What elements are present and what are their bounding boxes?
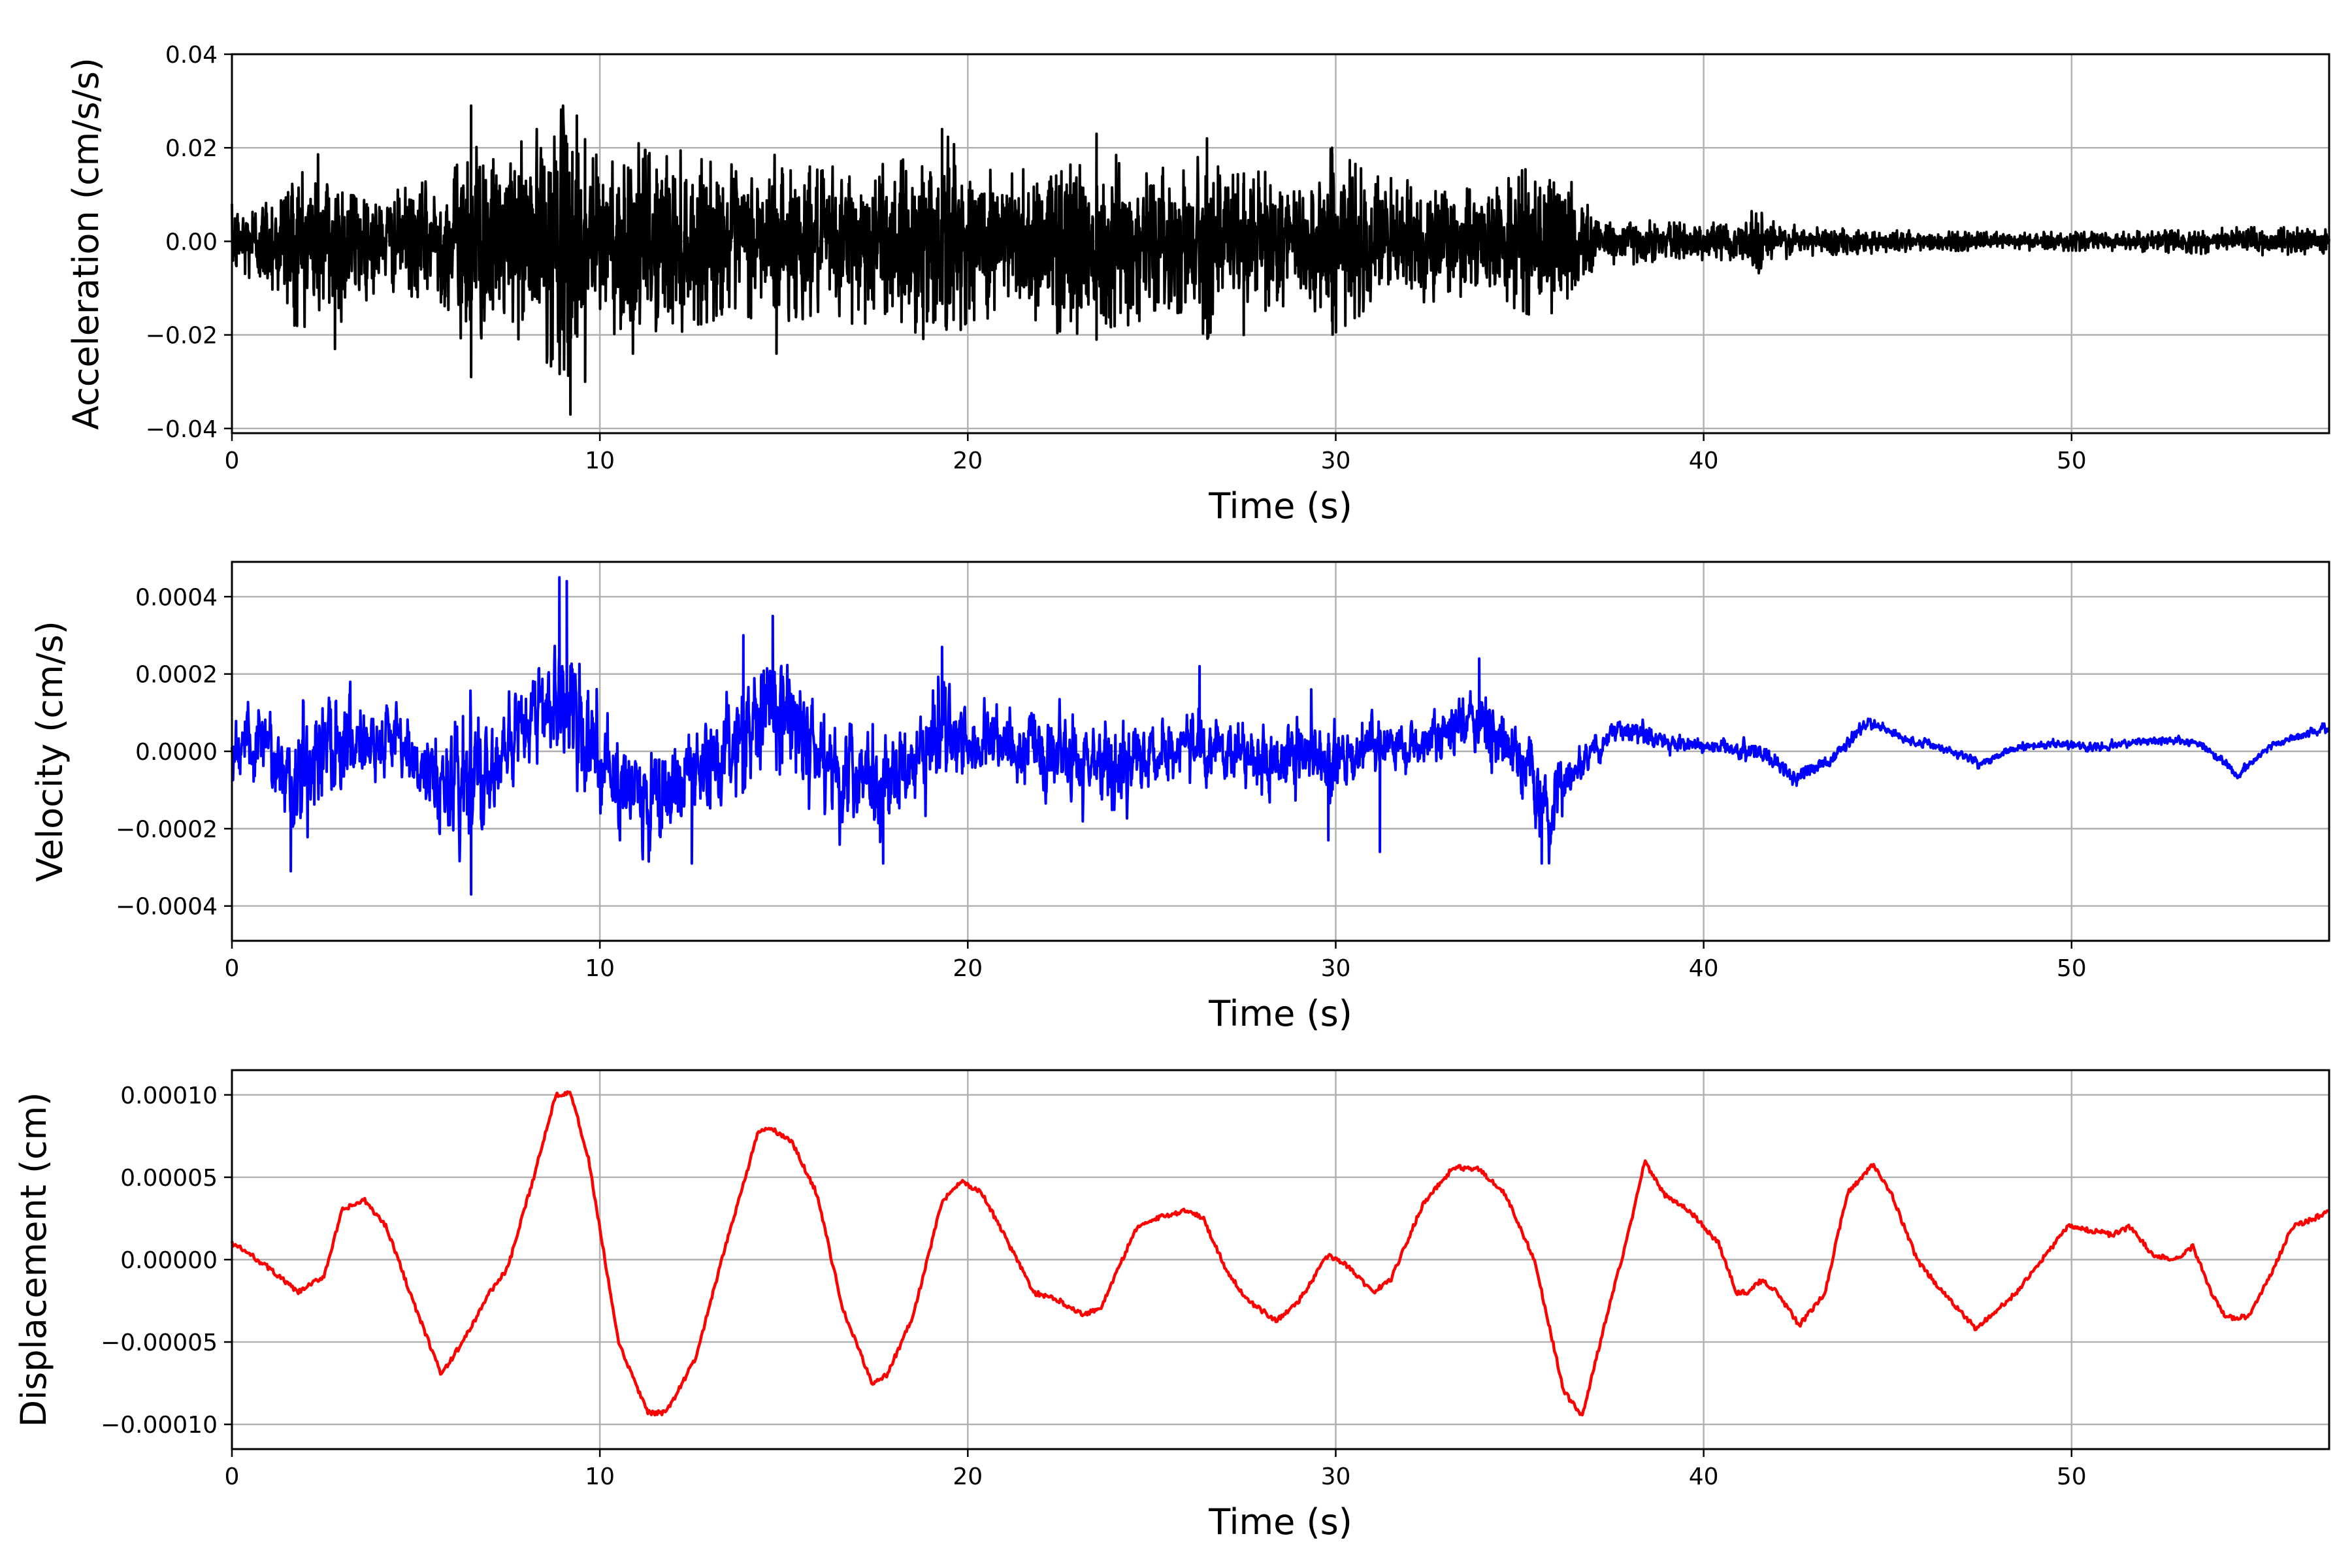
displacement-x-axis-label: Time (s) [1208,1501,1352,1543]
acceleration-trace-group [231,104,2330,416]
displacement-y-ticks: −0.00010 −0.00005 0.00000 0.00005 0.00010 [101,1083,232,1439]
displacement-x-tick-label-2: 20 [953,1463,983,1490]
velocity-x-tick-label-1: 10 [585,955,615,982]
acceleration-y-tick-label-2: 0.00 [165,229,218,255]
velocity-x-ticks: 0 10 20 30 40 50 [225,941,2087,982]
displacement-trace [230,1090,2330,1417]
velocity-y-ticks: −0.0004 −0.0002 0.0000 0.0002 0.0004 [116,584,232,921]
displacement-x-tick-label-1: 10 [585,1463,615,1490]
acceleration-y-tick-label-4: 0.04 [165,42,218,69]
acceleration-x-tick-label-5: 50 [2057,448,2087,474]
displacement-trace-group [230,1090,2330,1417]
velocity-x-tick-label-3: 30 [1321,955,1351,982]
acceleration-x-tick-label-2: 20 [953,448,983,474]
acceleration-x-tick-label-1: 10 [585,448,615,474]
velocity-x-tick-label-2: 20 [953,955,983,982]
velocity-y-tick-label-1: −0.0002 [116,816,218,843]
displacement-x-ticks: 0 10 20 30 40 50 [225,1449,2087,1490]
displacement-y-tick-label-4: 0.00010 [120,1083,218,1109]
velocity-x-tick-label-0: 0 [225,955,240,982]
velocity-trace-group [231,576,2330,896]
velocity-y-tick-label-3: 0.0002 [135,662,218,689]
displacement-x-tick-label-4: 40 [1689,1463,1719,1490]
acceleration-x-ticks: 0 10 20 30 40 50 [225,433,2087,474]
acceleration-y-tick-label-3: 0.02 [165,135,218,162]
displacement-x-tick-label-0: 0 [225,1463,240,1490]
acceleration-x-axis-label: Time (s) [1208,485,1352,527]
acceleration-x-tick-label-4: 40 [1689,448,1719,474]
acceleration-trace [231,104,2330,416]
acceleration-x-tick-label-3: 30 [1321,448,1351,474]
velocity-y-tick-label-0: −0.0004 [116,894,218,921]
velocity-panel: 0 10 20 30 40 50 −0.0004 −0.0002 0.0000 0.0002 0.… [29,561,2330,1034]
velocity-y-tick-label-4: 0.0004 [135,584,218,611]
displacement-y-axis-label: Displacement (cm) [13,1092,54,1428]
acceleration-y-axis-label: Acceleration (cm/s/s) [65,57,106,430]
displacement-y-tick-label-2: 0.00000 [120,1247,218,1274]
acceleration-plot-frame [231,53,2330,434]
velocity-x-axis-label: Time (s) [1208,993,1352,1034]
displacement-y-tick-label-1: −0.00005 [101,1330,218,1356]
acceleration-y-tick-label-0: −0.04 [146,416,218,443]
displacement-x-tick-label-5: 50 [2057,1463,2087,1490]
displacement-x-tick-label-3: 30 [1321,1463,1351,1490]
displacement-y-tick-label-3: 0.00005 [120,1165,218,1192]
acceleration-y-tick-label-1: −0.02 [146,323,218,350]
velocity-x-tick-label-5: 50 [2057,955,2087,982]
velocity-y-tick-label-2: 0.0000 [135,739,218,766]
velocity-x-tick-label-4: 40 [1689,955,1719,982]
acceleration-panel: 0 10 20 30 40 50 −0.04 −0.02 0.00 0.02 0.04 Time … [65,42,2330,527]
displacement-panel: 0 10 20 30 40 50 −0.00010 −0.00005 0.00000 0.000… [13,1069,2330,1543]
acceleration-y-ticks: −0.04 −0.02 0.00 0.02 0.04 [146,42,232,443]
velocity-y-axis-label: Velocity (cm/s) [29,621,71,882]
velocity-trace [231,576,2330,896]
displacement-y-tick-label-0: −0.00010 [101,1412,218,1439]
velocity-grid [231,562,2329,941]
acceleration-x-tick-label-0: 0 [225,448,240,474]
